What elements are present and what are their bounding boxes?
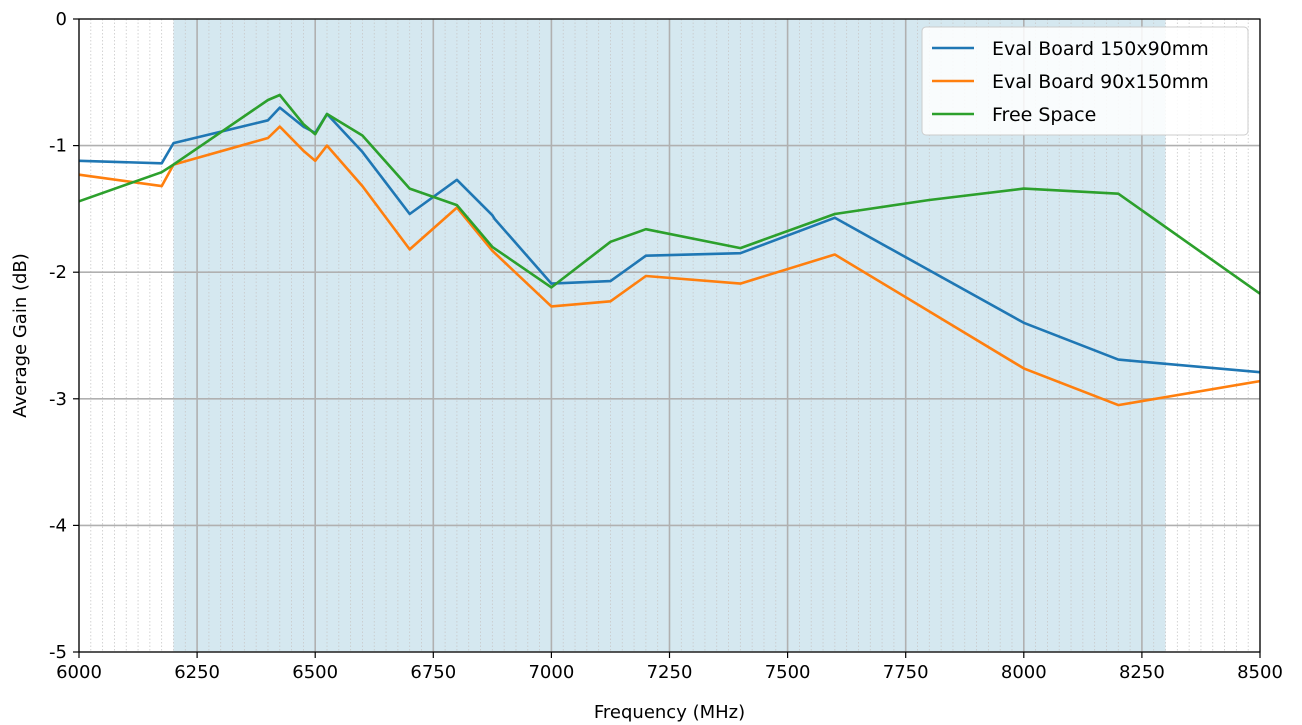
legend-entry-1: Eval Board 150x90mm bbox=[992, 38, 1209, 60]
x-tick-label: 6750 bbox=[410, 662, 456, 683]
x-tick-label: 6000 bbox=[56, 662, 102, 683]
legend-box bbox=[921, 26, 1249, 136]
y-tick-label: -3 bbox=[49, 389, 67, 410]
x-axis-ticks: 6000 6250 6500 6750 7000 7250 7500 7750 8000 8250… bbox=[56, 652, 1283, 683]
x-tick-label: 7000 bbox=[528, 662, 574, 683]
series-line-3 bbox=[78, 93, 1261, 295]
y-axis-ticks: 0 -1 -2 -3 -4 -5 bbox=[49, 9, 79, 663]
y-tick-label: 0 bbox=[56, 9, 67, 30]
y-tick-label: -2 bbox=[49, 262, 67, 283]
x-axis-label: Frequency (MHz) bbox=[594, 702, 745, 723]
legend: Eval Board 150x90mm Eval Board 90x150mm Fr… bbox=[921, 26, 1249, 136]
x-tick-label: 7250 bbox=[647, 662, 693, 683]
x-tick-label: 8000 bbox=[1001, 662, 1047, 683]
x-tick-label: 8250 bbox=[1119, 662, 1165, 683]
legend-entry-2: Eval Board 90x150mm bbox=[992, 71, 1209, 93]
y-tick-label: -5 bbox=[49, 642, 67, 663]
x-tick-label: 6500 bbox=[292, 662, 338, 683]
y-axis-label: Average Gain (dB) bbox=[10, 253, 31, 418]
y-tick-label: -4 bbox=[49, 515, 67, 536]
series-line-1 bbox=[78, 106, 1261, 374]
y-tick-label: -1 bbox=[49, 136, 67, 157]
x-tick-label: 8500 bbox=[1237, 662, 1283, 683]
x-tick-label: 6250 bbox=[174, 662, 220, 683]
x-tick-label: 7750 bbox=[883, 662, 929, 683]
series-line-2 bbox=[78, 125, 1261, 407]
legend-entry-3: Free Space bbox=[992, 104, 1096, 126]
x-tick-label: 7500 bbox=[765, 662, 811, 683]
series-lines bbox=[78, 93, 1261, 407]
